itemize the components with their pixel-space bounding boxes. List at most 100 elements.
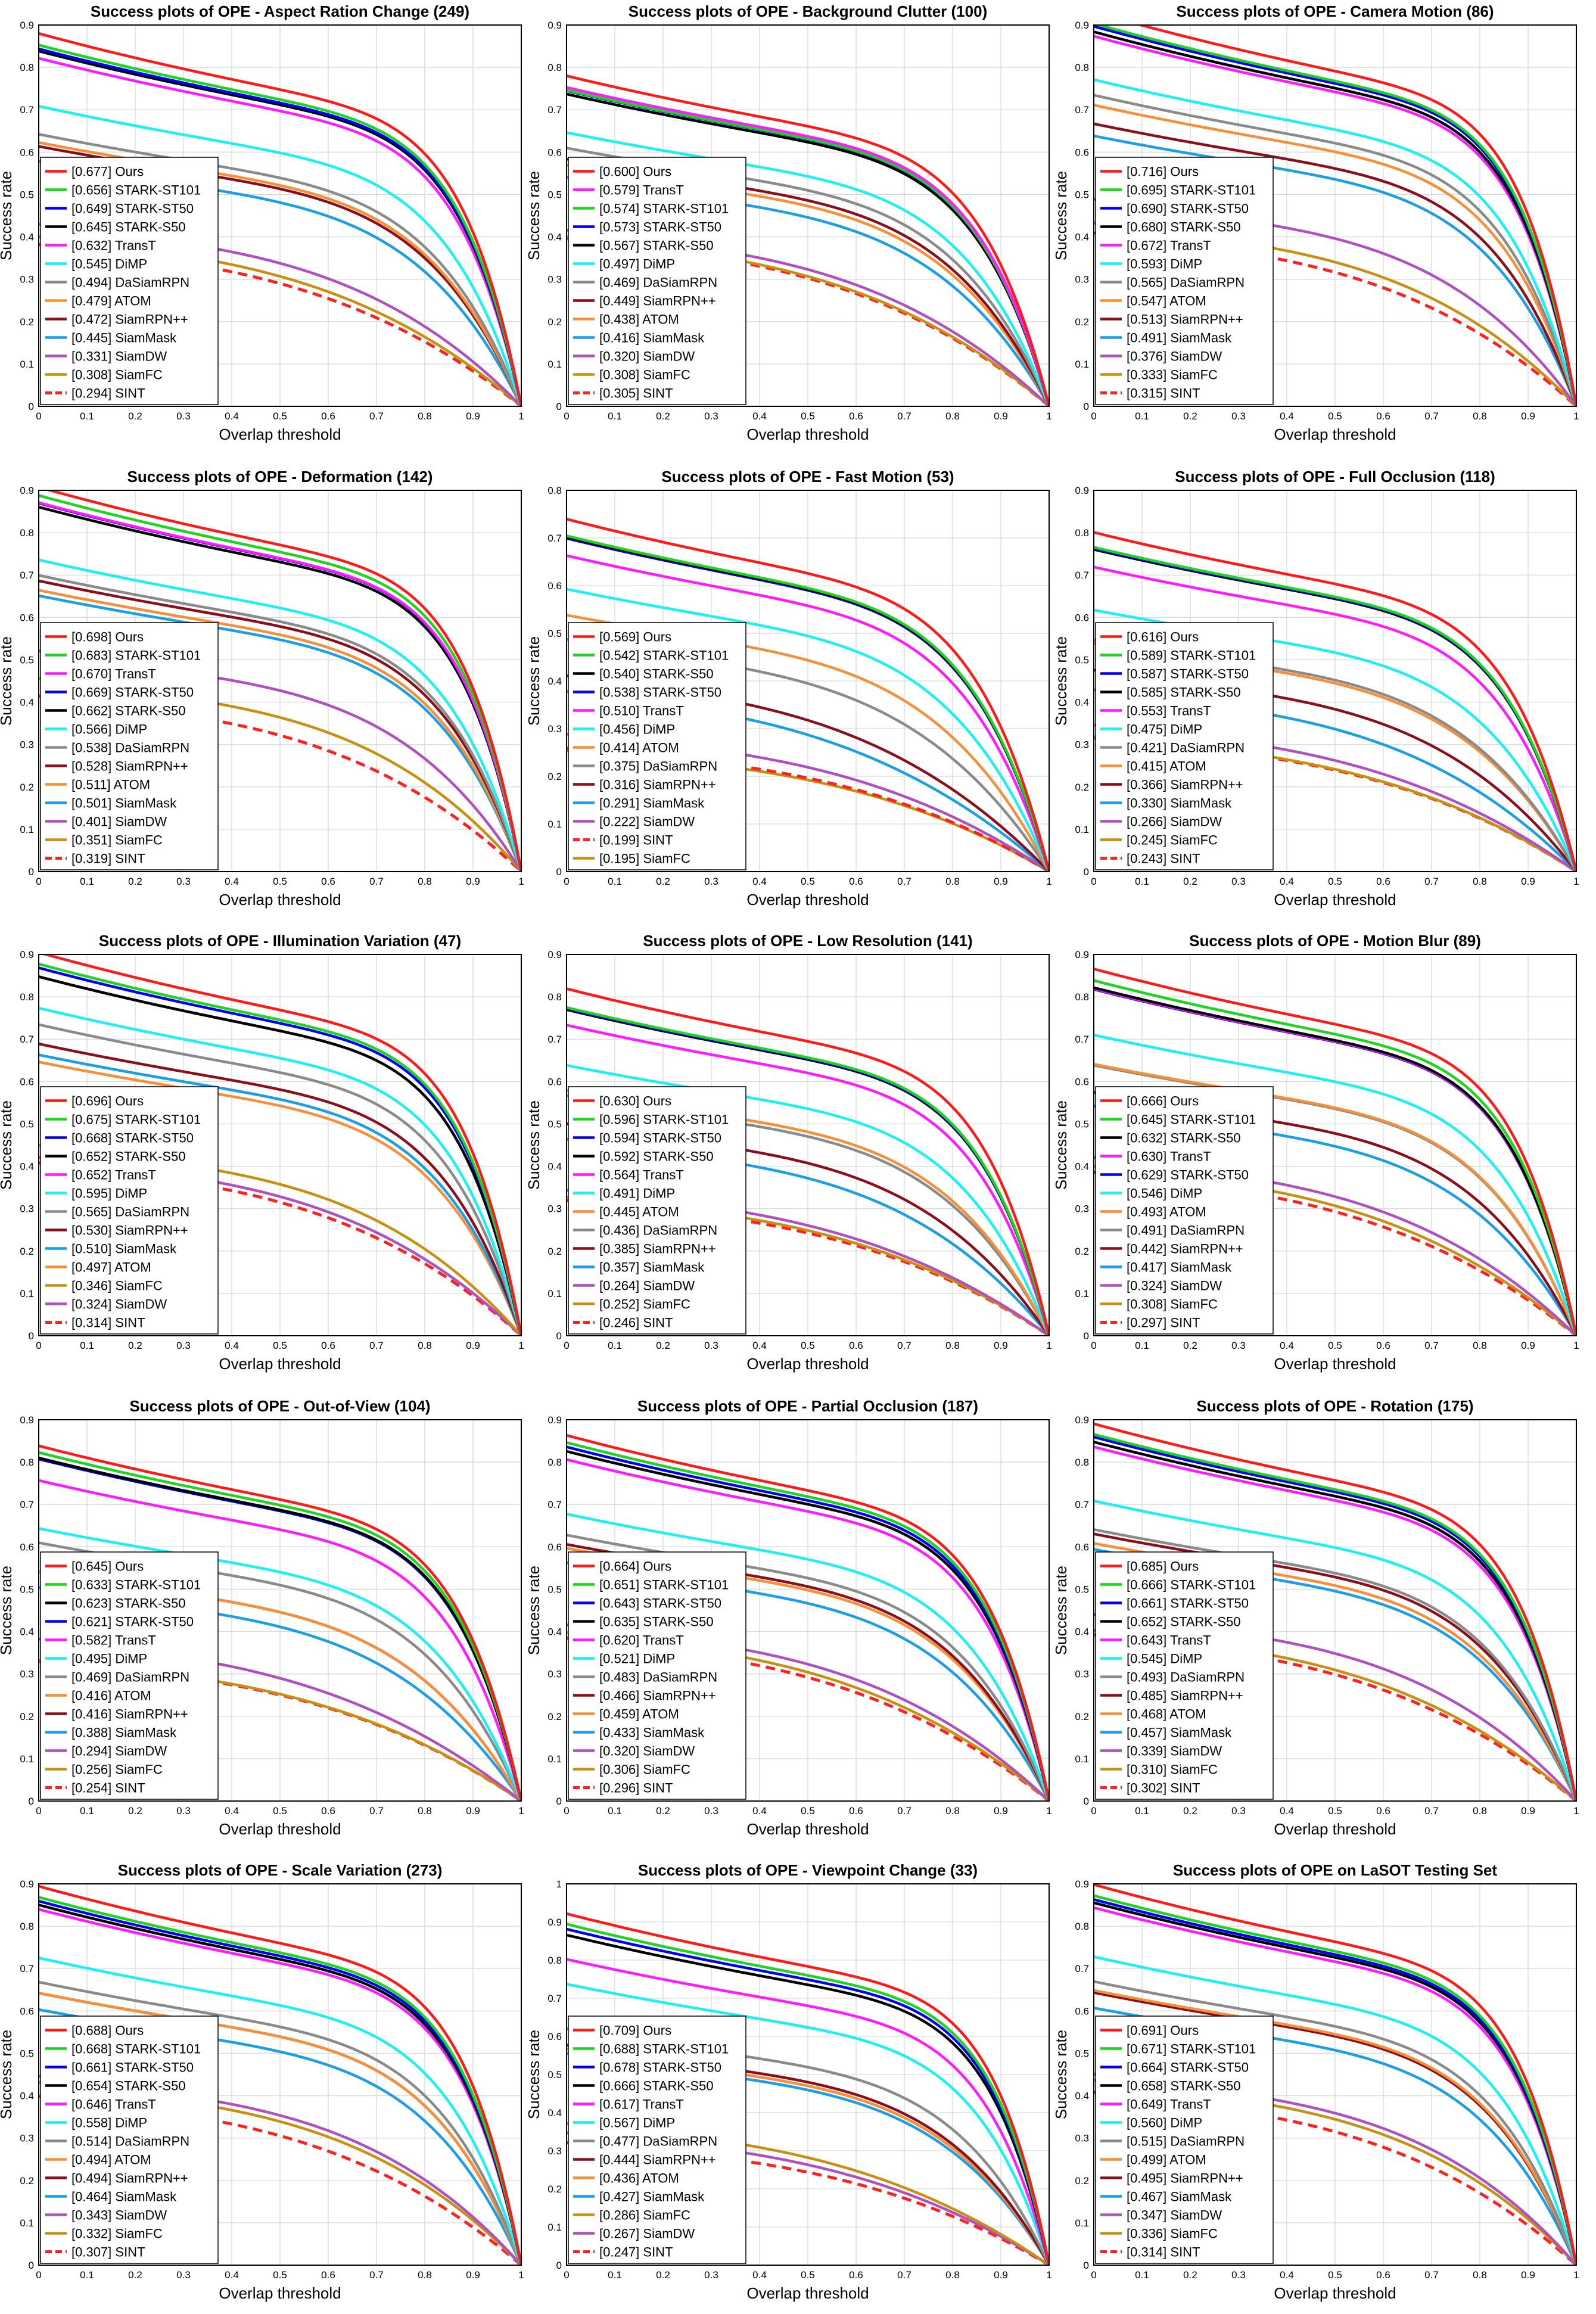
legend-label: [0.632] TransT: [71, 238, 156, 253]
x-tick-label: 0.1: [80, 410, 94, 422]
y-tick-label: 0.6: [1075, 1076, 1089, 1087]
legend-label: [0.357] SiamMask: [599, 1260, 705, 1275]
series-line-dimp: [1094, 1499, 1576, 1801]
legend: [0.685] Ours [0.666] STARK-ST101 [0.661] S…: [1095, 1551, 1274, 1800]
y-tick-label: 0: [29, 1330, 34, 1342]
x-tick-label: 0: [1091, 2269, 1096, 2281]
legend-label: [0.306] SiamFC: [599, 1762, 690, 1777]
axes-frame: [1093, 1883, 1577, 2266]
y-tick-label: 0.8: [547, 485, 562, 496]
legend-label: [0.483] DaSiamRPN: [599, 1670, 717, 1685]
x-tick-label: 0.7: [1424, 1340, 1439, 1351]
legend-label: [0.574] STARK-ST101: [599, 201, 729, 216]
x-tick-label: 0.7: [1424, 1805, 1439, 1817]
x-tick-label: 0.1: [608, 2269, 622, 2281]
legend-label: [0.514] DaSiamRPN: [71, 2134, 189, 2149]
series-line-siamrpn-: [1094, 122, 1576, 406]
y-tick-label: 0.7: [547, 1993, 562, 2004]
series-line-atom: [1094, 1062, 1576, 1336]
legend-label: [0.515] DaSiamRPN: [1127, 2134, 1245, 2149]
x-tick-label: 0: [36, 410, 41, 422]
legend-label: [0.494] DaSiamRPN: [71, 275, 189, 290]
y-tick-label: 0.4: [547, 676, 562, 687]
legend-box: [568, 1551, 746, 1800]
y-tick-label: 0.6: [20, 147, 34, 158]
y-tick-label: 0.4: [547, 1626, 562, 1638]
y-tick-label: 0.8: [1075, 527, 1089, 539]
x-tick-label: 0.1: [1135, 876, 1149, 887]
series-line-transt: [39, 501, 521, 872]
legend: [0.600] Ours [0.579] TransT [0.574] STARK-…: [568, 157, 746, 405]
legend-label: [0.680] STARK-S50: [1127, 220, 1241, 235]
series-line-atom: [1094, 1989, 1576, 2265]
y-tick-label: 0.6: [20, 2005, 34, 2017]
x-tick-label: 0.6: [321, 2269, 335, 2281]
x-axis-label: Overlap threshold: [1274, 1820, 1396, 1838]
y-tick-label: 0.5: [20, 654, 34, 665]
legend-label: [0.343] SiamDW: [71, 2208, 167, 2223]
y-tick-label: 0.7: [547, 1034, 562, 1045]
legend: [0.616] Ours [0.589] STARK-ST101 [0.587] S…: [1095, 622, 1274, 870]
series-line-ours: [567, 1434, 1049, 1801]
legend-label: [0.385] SiamRPN++: [599, 1242, 716, 1256]
series-line-stark-st101: [567, 1006, 1049, 1336]
x-tick-label: 0.4: [752, 876, 767, 887]
legend-label: [0.565] DaSiamRPN: [1127, 275, 1245, 290]
legend-label: [0.469] DaSiamRPN: [71, 1670, 189, 1685]
legend-label: [0.339] SiamDW: [1127, 1744, 1222, 1759]
y-tick-label: 0: [556, 401, 562, 412]
legend-label: [0.632] STARK-S50: [1127, 1131, 1241, 1146]
legend-label: [0.376] SiamDW: [1127, 349, 1222, 364]
y-tick-label: 0.8: [20, 62, 34, 73]
series-line-dimp: [1094, 1034, 1576, 1336]
y-tick-label: 0.2: [547, 316, 562, 328]
series-line-ours: [45, 490, 521, 872]
x-tick-label: 0.2: [1183, 1340, 1197, 1351]
x-tick-label: 0.5: [273, 410, 287, 422]
chart-panel-15: 0 0.1 0.2 0.3 0.4 0.5 0.6 0.7 0.8 0.9 1 0 0.1 0.2 0.3 0…: [1052, 1861, 1579, 2302]
legend-label: [0.308] SiamFC: [71, 368, 163, 382]
x-tick-label: 1: [1573, 2269, 1579, 2281]
legend-label: [0.366] SiamRPN++: [1127, 777, 1243, 792]
x-tick-label: 0.9: [466, 410, 480, 422]
series-line-stark-st101: [39, 1451, 521, 1801]
legend: [0.716] Ours [0.695] STARK-ST101 [0.690] S…: [1095, 157, 1274, 405]
x-tick-label: 0: [564, 876, 569, 887]
legend-label: [0.558] DiMP: [71, 2116, 147, 2131]
series-line-stark-st50: [1094, 1898, 1576, 2265]
y-tick-label: 0.3: [20, 1669, 34, 1680]
y-tick-label: 0.5: [1075, 189, 1089, 200]
legend-label: [0.528] SiamRPN++: [71, 759, 188, 774]
y-tick-label: 0.4: [1075, 232, 1089, 243]
x-tick-label: 0.7: [897, 1340, 911, 1351]
x-tick-label: 0.6: [849, 1805, 863, 1817]
series-group: [1094, 1884, 1576, 2265]
series-line-stark-s50: [1094, 1901, 1576, 2265]
x-tick-label: 0.2: [128, 1340, 142, 1351]
legend-label: [0.245] SiamFC: [1127, 833, 1218, 848]
legend-label: [0.538] STARK-ST50: [599, 685, 721, 700]
y-tick-label: 0.9: [1075, 1414, 1089, 1426]
y-tick-label: 0.1: [1075, 824, 1089, 835]
x-tick-label: 0.8: [1473, 2269, 1487, 2281]
x-tick-label: 0: [564, 2269, 569, 2281]
chart-title: Success plots of OPE - Fast Motion (53): [661, 468, 954, 486]
y-tick-label: 0.9: [20, 485, 34, 496]
legend-label: [0.661] STARK-ST50: [1127, 1596, 1249, 1611]
x-tick-label: 0.3: [176, 876, 191, 887]
x-tick-label: 0.9: [466, 2269, 480, 2281]
x-tick-label: 0.1: [80, 1340, 94, 1351]
y-tick-label: 0.2: [1075, 2175, 1089, 2187]
legend-label: [0.600] Ours: [599, 164, 671, 179]
legend-label: [0.444] SiamRPN++: [599, 2153, 716, 2167]
legend-label: [0.449] SiamRPN++: [599, 294, 716, 309]
axes-frame: [566, 1419, 1050, 1802]
y-tick-label: 0.4: [20, 697, 34, 708]
series-line-transt: [567, 1458, 1049, 1801]
y-tick-label: 0.9: [547, 949, 562, 960]
y-tick-label: 0.8: [547, 991, 562, 1003]
y-tick-label: 0.2: [1075, 1711, 1089, 1722]
chart-panel-2: 0 0.1 0.2 0.3 0.4 0.5 0.6 0.7 0.8 0.9 1 0 0.1 0.2 0.3 0…: [525, 2, 1052, 443]
chart-panel-11: 0 0.1 0.2 0.3 0.4 0.5 0.6 0.7 0.8 0.9 1 0 0.1 0.2 0.3 0…: [525, 1397, 1052, 1838]
